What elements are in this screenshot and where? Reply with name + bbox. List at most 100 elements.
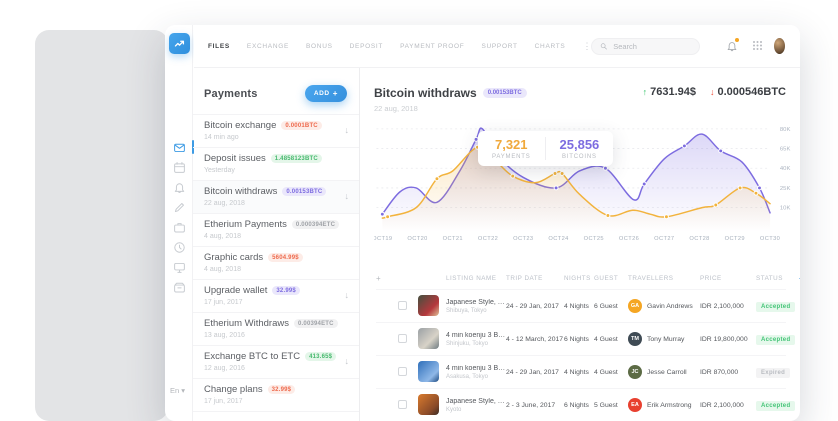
payment-item[interactable]: Upgrade wallet 32.99$ 17 jun, 2017 ↓ [193, 280, 359, 313]
payment-item[interactable]: Etherium Payments 0.000394ETC 4 aug, 201… [193, 214, 359, 247]
payment-item[interactable]: Exchange BTC to ETC 413.65$ 12 aug, 2016… [193, 346, 359, 379]
background-card [35, 30, 168, 421]
nav-item-bonus[interactable]: BONUS [306, 42, 333, 50]
language-selector[interactable]: En ▾ [170, 386, 185, 395]
download-arrow-icon[interactable]: ↓ [344, 125, 350, 135]
trip-date: 4 - 12 March, 2017 [506, 335, 564, 343]
bell-icon[interactable] [165, 177, 193, 197]
download-arrow-icon[interactable]: ↓ [344, 191, 350, 201]
status-badge: Accepted [756, 301, 796, 312]
price: IDR 870,000 [700, 368, 739, 376]
nav-item-payment-proof[interactable]: PAYMENT PROOF [400, 42, 465, 50]
payment-name: Change plans [204, 384, 263, 395]
row-checkbox[interactable] [398, 366, 407, 376]
app-logo[interactable] [169, 33, 190, 54]
chart-tooltip: 7,321 PAYMENTS 25,856 BITCOINS [478, 131, 614, 166]
user-avatar[interactable] [774, 38, 785, 54]
payment-date: 17 jun, 2017 [204, 398, 243, 405]
app-window: En ▾ Payments ADD + Bitcoin exchange 0.0… [165, 25, 800, 421]
nights: 6 Nights [564, 335, 589, 343]
add-row-button[interactable]: + [376, 273, 382, 283]
payment-item[interactable]: Change plans 32.99$ 17 jun, 2017 ↓ [193, 379, 359, 412]
traveller-avatar: JC [628, 365, 642, 379]
traveller-name: Tony Murray [647, 335, 685, 343]
chart-title: Bitcoin withdraws [374, 86, 477, 100]
listing-thumbnail [418, 327, 439, 349]
trip-date: 2 - 3 June, 2017 [506, 401, 556, 409]
payment-date: 4 aug, 2018 [204, 233, 241, 240]
payment-item[interactable]: Graphic cards 5604.99$ 4 aug, 2018 ↓ [193, 247, 359, 280]
payment-item[interactable]: Bitcoin exchange 0.0001BTC 14 min ago ↓ [193, 115, 359, 148]
payment-name: Etherium Payments [204, 219, 287, 230]
payment-item[interactable]: Bitcoin withdraws 0.00153BTC 22 aug, 201… [193, 181, 359, 214]
nav-item-support[interactable]: SUPPORT [481, 42, 518, 50]
header-guest[interactable]: GUEST [594, 274, 619, 282]
stat-down-value: 0.000546BTC [717, 86, 787, 98]
table-row[interactable]: 4 min koenju 3 Bedroo... Shinjuku, Tokyo… [376, 322, 796, 355]
briefcase-icon[interactable] [165, 217, 193, 237]
trip-date: 24 - 29 Jan, 2017 [506, 368, 559, 376]
header-trip-date[interactable]: TRIP DATE [506, 274, 543, 282]
monitor-icon[interactable] [165, 257, 193, 277]
notification-bell-icon[interactable] [726, 38, 739, 52]
add-button[interactable]: ADD + [304, 85, 347, 102]
status-badge: Expired [756, 367, 791, 378]
svg-text:25K: 25K [780, 186, 791, 192]
archive-icon[interactable] [165, 277, 193, 297]
header-status[interactable]: STATUS [756, 274, 783, 282]
clock-icon[interactable] [165, 237, 193, 257]
listing-name: 4 min koenju 3 Bedroo... [446, 364, 506, 372]
search-input[interactable] [613, 41, 691, 51]
row-checkbox[interactable] [398, 333, 407, 343]
table-header: + LISTING NAME TRIP DATE NIGHTS GUEST TR… [376, 267, 800, 289]
svg-text:OCT25: OCT25 [584, 236, 604, 242]
apps-grid-icon[interactable] [752, 41, 760, 51]
payment-amount-badge: 0.00153BTC [282, 187, 327, 196]
table-row[interactable]: Japanese Style, Tatami... Shibuya, Tokyo… [376, 289, 796, 322]
svg-text:OCT30: OCT30 [760, 236, 780, 242]
svg-text:40K: 40K [780, 166, 791, 172]
download-arrow-icon[interactable]: ↓ [344, 356, 350, 366]
payment-item[interactable]: Etherium Withdraws 0.00394ETC 13 aug, 20… [193, 313, 359, 346]
svg-text:OCT26: OCT26 [619, 236, 639, 242]
bookings-table: + LISTING NAME TRIP DATE NIGHTS GUEST TR… [374, 267, 800, 421]
nav-item-deposit[interactable]: DEPOSIT [349, 42, 384, 50]
nav-overflow-icon[interactable]: ⋮ [582, 40, 592, 51]
nights: 4 Nights [564, 368, 589, 376]
payment-item[interactable]: Deposit issues 1.4858123BTC Yesterday ↓ [193, 148, 359, 181]
nav-item-charts[interactable]: CHARTS [534, 42, 566, 50]
header-price[interactable]: PRICE [700, 274, 722, 282]
mail-icon[interactable] [165, 137, 194, 157]
header-listing-name[interactable]: LISTING NAME [446, 274, 497, 282]
payment-amount-badge: 5604.99$ [268, 253, 303, 262]
download-arrow-icon[interactable]: ↓ [344, 290, 350, 300]
search-bar[interactable] [591, 37, 700, 55]
listing-location: Shibuya, Tokyo [446, 307, 487, 314]
traveller-avatar: EA [628, 398, 642, 412]
svg-text:OCT28: OCT28 [689, 236, 709, 242]
payment-name: Deposit issues [204, 153, 266, 164]
row-checkbox[interactable] [398, 399, 407, 409]
payment-amount-badge: 413.65$ [305, 352, 337, 361]
status-badge: Accepted [756, 334, 796, 345]
nav-item-exchange[interactable]: EXCHANGE [246, 42, 290, 50]
svg-text:OCT21: OCT21 [443, 236, 463, 242]
payment-name: Bitcoin withdraws [204, 186, 278, 197]
svg-text:80K: 80K [780, 127, 791, 133]
payment-date: 4 aug, 2018 [204, 266, 241, 273]
guest: 4 Guest [594, 368, 618, 376]
nav-item-files[interactable]: FILES [208, 42, 230, 50]
payment-amount-badge: 1.4858123BTC [270, 154, 322, 163]
header-travellers[interactable]: TRAVELLERS [628, 274, 674, 282]
traveller-name: Erik Armstrong [647, 401, 692, 409]
row-checkbox[interactable] [398, 300, 407, 310]
page-prev-icon[interactable]: ◂ [799, 275, 800, 282]
edit-icon[interactable] [165, 197, 193, 217]
header-nights[interactable]: NIGHTS [564, 274, 591, 282]
traveller-avatar: TM [628, 332, 642, 346]
calendar-icon[interactable] [165, 157, 193, 177]
table-row[interactable]: Japanese Style, Tatami... Kyoto 2 - 3 Ju… [376, 388, 796, 421]
chart-stats: ↑ 7631.94$ ↓ 0.000546BTC [643, 86, 786, 98]
table-row[interactable]: 4 min koenju 3 Bedroo... Asakusa, Tokyo … [376, 355, 791, 388]
